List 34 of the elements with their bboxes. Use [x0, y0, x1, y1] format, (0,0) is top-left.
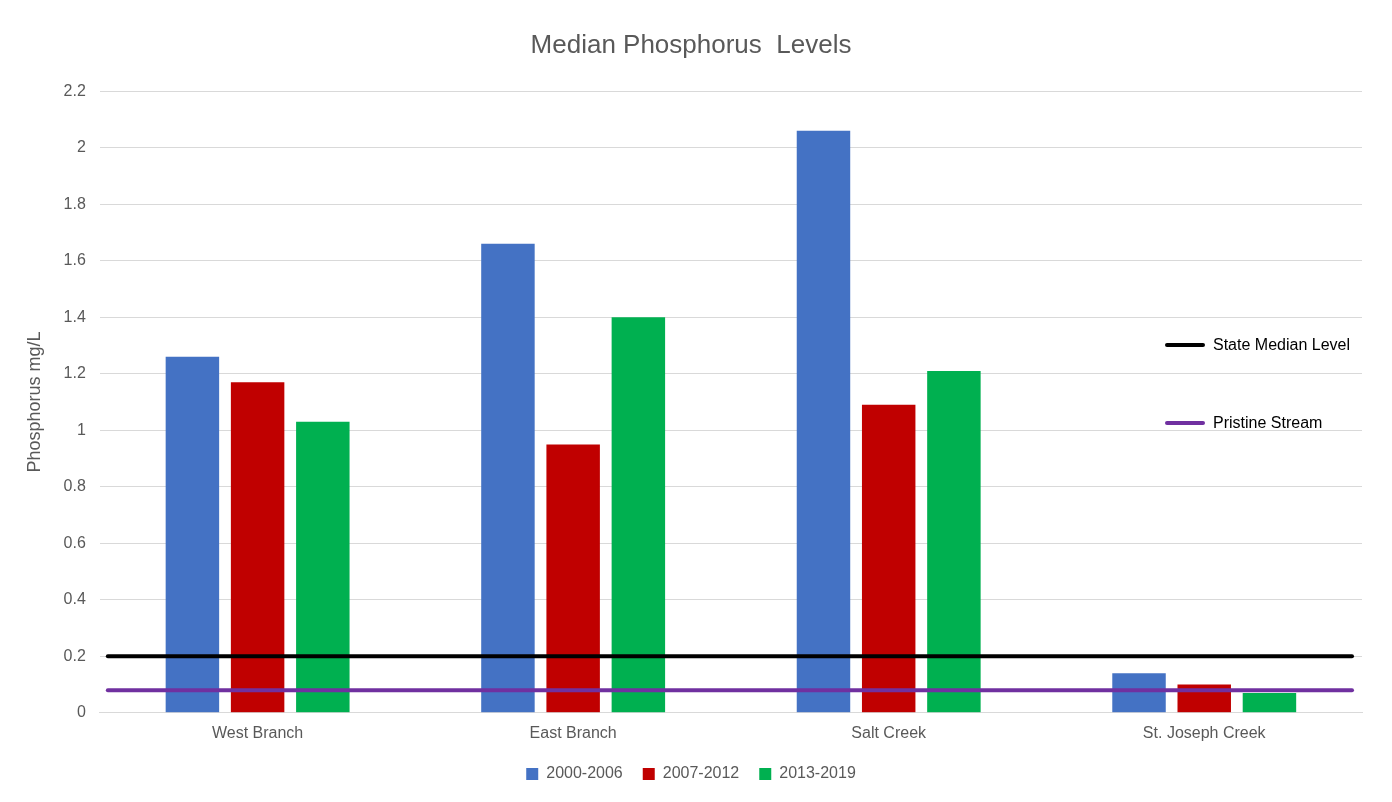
- x-tick-label: Salt Creek: [851, 723, 928, 741]
- bar: [165, 356, 220, 713]
- chart-title: Median Phosphorus Levels: [530, 28, 852, 59]
- y-tick-label: 0.6: [63, 533, 86, 551]
- bar: [481, 243, 535, 713]
- legend-label: 2000-2006: [546, 764, 623, 782]
- bar: [1242, 693, 1297, 713]
- bar: [861, 404, 916, 713]
- legend-label: Pristine Stream: [1213, 414, 1323, 432]
- y-tick-label: 0.8: [63, 477, 86, 495]
- y-tick-label: 1.8: [63, 194, 86, 212]
- bar: [230, 382, 285, 713]
- y-tick-label: 0: [76, 703, 86, 721]
- x-tick-label: West Branch: [211, 723, 304, 741]
- bar: [611, 317, 666, 713]
- x-tick-label: East Branch: [529, 723, 617, 741]
- y-tick-label: 0.4: [63, 590, 86, 608]
- legend-label: 2007-2012: [662, 764, 740, 782]
- y-axis-title: Phosphorus mg/L: [23, 331, 44, 473]
- y-tick-label: 1: [76, 420, 86, 438]
- bar: [796, 130, 851, 713]
- bar: [296, 421, 350, 713]
- x-tick-label: St. Joseph Creek: [1142, 723, 1267, 741]
- legend-label: 2013-2019: [779, 764, 856, 782]
- bar: [927, 370, 981, 713]
- bar: [1112, 673, 1166, 713]
- y-tick-label: 1.2: [63, 364, 86, 382]
- y-tick-label: 1.6: [63, 251, 86, 269]
- bar: [546, 444, 600, 713]
- y-tick-label: 2: [76, 138, 86, 156]
- y-tick-label: 0.2: [63, 646, 86, 664]
- y-tick-label: 2.2: [63, 81, 86, 99]
- legend-label: State Median Level: [1213, 336, 1350, 354]
- y-tick-label: 1.4: [63, 307, 86, 325]
